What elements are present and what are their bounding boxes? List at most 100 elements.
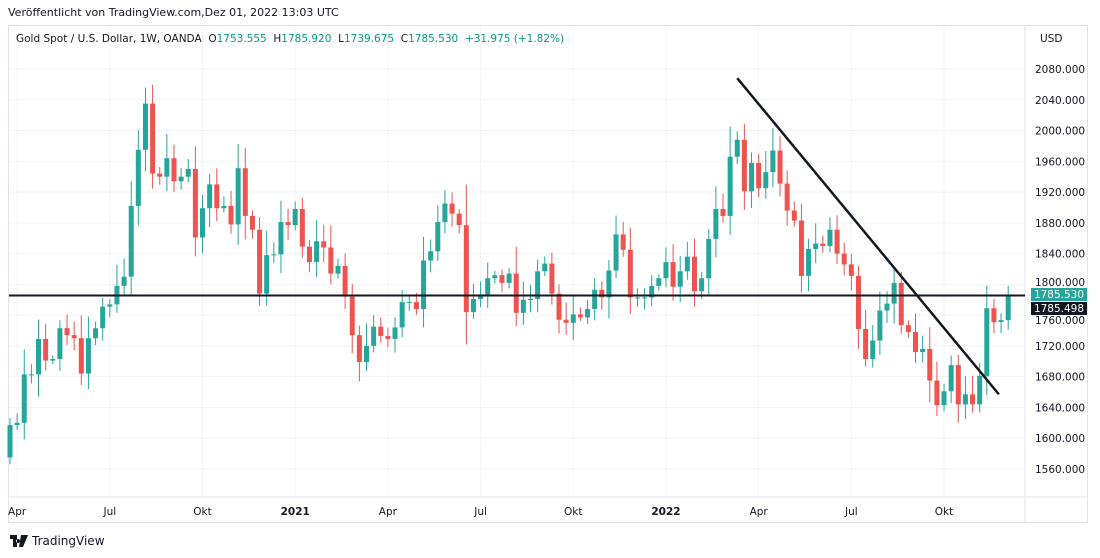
- x-tick-label: Okt: [564, 506, 582, 518]
- candle-body: [955, 365, 961, 405]
- candle-body: [770, 150, 776, 173]
- candle-body: [592, 289, 598, 309]
- candle-body: [806, 248, 812, 276]
- candle-body: [570, 314, 576, 323]
- candle-body: [121, 276, 127, 286]
- candle-body: [649, 285, 655, 298]
- candle-body: [378, 326, 384, 336]
- candle-body: [428, 251, 434, 261]
- y-tick-label: 1720.000: [1035, 341, 1085, 353]
- candle-body: [399, 302, 405, 328]
- candle-body: [235, 168, 241, 225]
- candle-body: [264, 255, 270, 294]
- candle-body: [998, 320, 1004, 323]
- candle-body: [913, 332, 919, 353]
- candle-body: [798, 220, 804, 276]
- candle-body: [249, 215, 255, 230]
- candle-body: [749, 162, 755, 192]
- candle-body: [57, 328, 63, 359]
- tradingview-brand[interactable]: TradingView: [10, 534, 105, 548]
- candle-body: [185, 168, 191, 177]
- candle-body: [563, 319, 569, 323]
- candle-body: [756, 162, 762, 189]
- candle-body: [970, 394, 976, 405]
- candle-body: [64, 328, 70, 336]
- candle-body: [135, 149, 141, 206]
- candle-body: [321, 241, 327, 248]
- candle-body: [71, 335, 77, 339]
- change-value: +31.975 (+1.82%): [464, 33, 565, 45]
- y-tick-label: 2000.000: [1035, 126, 1085, 138]
- currency-label[interactable]: USD: [1040, 33, 1063, 45]
- candle-body: [677, 271, 683, 287]
- candle-body: [920, 348, 926, 353]
- chart-frame: [8, 25, 1088, 523]
- candle-body: [820, 243, 826, 246]
- candle-body: [720, 208, 726, 216]
- candle-body: [620, 234, 626, 250]
- candle-body: [699, 278, 705, 292]
- candle-body: [200, 208, 206, 238]
- last-price-label: 1785.530: [1034, 289, 1084, 301]
- candle-body: [542, 263, 548, 272]
- candle-body: [21, 374, 27, 423]
- candle-body: [178, 176, 184, 182]
- y-tick-label: 1680.000: [1035, 372, 1085, 384]
- candle-body: [898, 282, 904, 326]
- candle-body: [684, 256, 690, 272]
- candle-body: [271, 254, 277, 256]
- high-value: 1785.920: [281, 33, 332, 45]
- symbol-name[interactable]: Gold Spot / U.S. Dollar, 1W, OANDA: [16, 33, 202, 45]
- published-note: Veröffentlicht von TradingView.com,Dez 0…: [8, 6, 339, 19]
- candle-body: [791, 210, 797, 221]
- candle-body: [927, 348, 933, 381]
- candle-body: [727, 156, 733, 216]
- candle-body: [413, 302, 419, 309]
- y-tick-label: 1560.000: [1035, 464, 1085, 476]
- close-label: C: [400, 33, 409, 45]
- candle-body: [371, 326, 377, 346]
- candle-body: [763, 172, 769, 189]
- x-tick-label: 2022: [651, 506, 680, 518]
- candle-body: [877, 310, 883, 341]
- close-value: 1785.530: [408, 33, 459, 45]
- y-tick-label: 1800.000: [1035, 277, 1085, 289]
- candle-body: [884, 303, 890, 311]
- candle-body: [813, 243, 819, 249]
- candle-body: [349, 296, 355, 336]
- candle-body: [292, 208, 298, 226]
- candle-body: [741, 139, 747, 192]
- x-tick-label: Apr: [379, 506, 398, 518]
- candle-body: [485, 278, 491, 295]
- candle-body: [43, 338, 49, 361]
- candle-body: [356, 335, 362, 363]
- candle-body: [634, 297, 640, 299]
- candle-body: [299, 208, 305, 247]
- candle-body: [328, 247, 334, 274]
- candle-body: [520, 299, 526, 313]
- candle-body: [556, 293, 562, 320]
- y-tick-label: 1640.000: [1035, 402, 1085, 414]
- candle-body: [463, 225, 469, 313]
- candle-body: [171, 158, 177, 182]
- x-tick-label: Jul: [102, 506, 116, 518]
- candle-body: [891, 282, 897, 304]
- last-price-badge: [1031, 288, 1087, 301]
- tradingview-logo-icon: [10, 535, 28, 547]
- candle-body: [421, 260, 427, 309]
- candle-body: [577, 314, 583, 318]
- candle-body: [948, 365, 954, 392]
- candle-body: [406, 302, 412, 304]
- candle-body: [392, 327, 398, 339]
- candle-body: [207, 184, 213, 209]
- candle-body: [100, 306, 106, 329]
- candle-body: [905, 325, 911, 333]
- candle-body: [527, 298, 533, 300]
- y-tick-label: 1760.000: [1035, 315, 1085, 327]
- x-tick-label: Okt: [193, 506, 211, 518]
- y-tick-label: 1880.000: [1035, 218, 1085, 230]
- low-value: 1739.675: [343, 33, 395, 45]
- candle-body: [627, 249, 633, 298]
